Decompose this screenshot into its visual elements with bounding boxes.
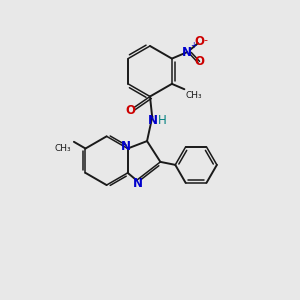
Text: N: N	[133, 177, 143, 190]
Text: O: O	[125, 104, 135, 117]
Text: O: O	[195, 35, 205, 48]
Text: N: N	[121, 140, 131, 153]
Text: O: O	[195, 55, 205, 68]
Text: CH₃: CH₃	[55, 144, 71, 153]
Text: CH₃: CH₃	[186, 91, 202, 100]
Text: N: N	[147, 114, 158, 128]
Text: +: +	[190, 41, 196, 50]
Text: N: N	[182, 46, 192, 59]
Text: H: H	[158, 114, 166, 127]
Text: -: -	[204, 35, 208, 45]
